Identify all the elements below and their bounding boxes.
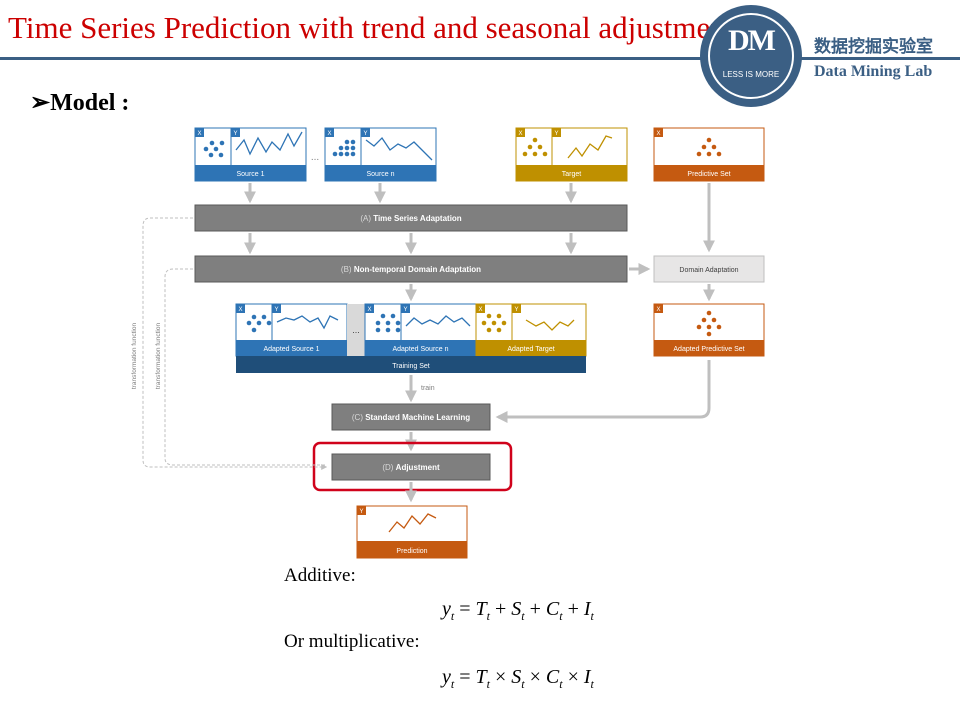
line-chart-icon [405, 315, 471, 327]
transformation-function-label-b: transformation function [155, 323, 162, 390]
transformation-loop-a [142, 217, 328, 470]
multiplicative-formula: yt = Tt × St × Ct × It [442, 666, 594, 691]
step-d-prefix: (D) [382, 463, 393, 472]
adapted-target-card: X Y Adapted Target [475, 303, 587, 357]
y-tag: Y [554, 131, 558, 137]
step-c-box: (C) Standard Machine Learning [331, 403, 491, 431]
step-d-box: (D) Adjustment [331, 453, 491, 481]
target-card: X Y Target [515, 127, 628, 182]
prediction-label: Prediction [396, 548, 427, 555]
lab-name-english: Data Mining Lab [814, 63, 933, 80]
adapted-predictive-set-card: X Adapted Predictive Set [653, 303, 765, 357]
sources-ellipsis: ... [311, 152, 319, 163]
adapted-sources-gap [347, 304, 365, 356]
adapted-predictive-set-label: Adapted Predictive Set [673, 346, 744, 353]
adapted-source-n-label: Adapted Source n [392, 346, 448, 353]
arrow-bullet-icon: ➢ [30, 90, 51, 116]
adapted-source-n-card: X Y Adapted Source n [364, 303, 477, 357]
prediction-card: Y Prediction [356, 505, 468, 559]
section-heading: ➢Model : [30, 88, 129, 117]
scatter-dots-icon [522, 137, 548, 157]
line-chart-icon [567, 135, 613, 159]
line-chart-icon [276, 315, 339, 330]
source-1-card: X Y Source 1 [194, 127, 307, 182]
svg-text:(A) Time Series Adaptati: (A) Time Series Adaptation [360, 214, 461, 223]
line-chart-icon [525, 319, 575, 331]
arrows-into-step-a [244, 183, 715, 253]
y-tag: Y [359, 509, 363, 515]
step-a-box: (A) Time Series Adaptation [194, 204, 628, 232]
additive-formula: yt = Tt + St + Ct + It [442, 598, 594, 623]
scatter-dots-icon [696, 310, 722, 337]
line-chart-icon [365, 136, 433, 161]
x-tag: X [197, 131, 201, 137]
y-tag: Y [274, 307, 278, 313]
multiplicative-label: Or multiplicative: [284, 631, 420, 652]
scatter-dots-icon [332, 139, 356, 157]
scatter-dots-icon [375, 313, 401, 333]
svg-text:(C) Standard Machine Lea: (C) Standard Machine Learning [352, 413, 470, 422]
adapted-source-1-label: Adapted Source 1 [263, 346, 319, 353]
transformation-loop-b [164, 268, 326, 466]
lab-name-chinese: 数据挖掘实验室 [814, 37, 933, 57]
scatter-dots-icon [696, 137, 722, 157]
scatter-dots-icon [481, 313, 507, 333]
x-tag: X [327, 131, 331, 137]
predictive-set-card: X Predictive Set [653, 127, 765, 182]
x-tag: X [238, 307, 242, 313]
step-a-prefix: (A) [360, 214, 371, 223]
source-1-label: Source 1 [236, 171, 264, 178]
section-label: Model : [50, 90, 130, 116]
x-tag: X [518, 131, 522, 137]
svg-text:(B) Non-temporal Domain: (B) Non-temporal Domain Adaptation [341, 265, 481, 274]
adapted-target-label: Adapted Target [507, 346, 554, 353]
domain-adaptation-label: Domain Adaptation [679, 267, 738, 274]
y-tag: Y [363, 131, 367, 137]
line-chart-icon [235, 131, 303, 156]
training-set-label: Training Set [392, 363, 430, 370]
adapted-sources-ellipsis: ... [352, 325, 360, 335]
scatter-dots-icon [203, 140, 225, 158]
arrow-predictive-to-step-c [495, 360, 711, 423]
step-c-label: Standard Machine Learning [365, 413, 470, 422]
scatter-dots-icon [246, 314, 272, 333]
additive-label: Additive: [284, 565, 356, 586]
domain-adaptation-box: Domain Adaptation [653, 255, 765, 283]
target-label: Target [562, 171, 582, 178]
x-tag: X [478, 307, 482, 313]
adapted-source-1-card: X Y Adapted Source 1 [235, 303, 348, 357]
y-tag: Y [403, 307, 407, 313]
transformation-function-label-a: transformation function [131, 323, 138, 390]
step-b-box: (B) Non-temporal Domain Adaptation [194, 255, 628, 283]
x-tag: X [656, 307, 660, 313]
step-b-prefix: (B) [341, 265, 352, 274]
predictive-set-label: Predictive Set [687, 171, 730, 178]
train-label: train [421, 385, 435, 392]
y-tag: Y [514, 307, 518, 313]
step-b-label: Non-temporal Domain Adaptation [354, 265, 481, 274]
source-n-label: Source n [366, 171, 394, 178]
logo-ring [708, 13, 794, 99]
slide-title: Time Series Prediction with trend and se… [8, 10, 735, 45]
svg-text:(D) Adjustment: (D) Adjustment [382, 463, 440, 472]
step-c-prefix: (C) [352, 413, 363, 422]
arrows-into-step-b [244, 233, 577, 255]
training-set-group: X Y Adapted Source 1 ... X Y [235, 303, 587, 373]
step-a-label: Time Series Adaptation [373, 214, 462, 223]
y-tag: Y [233, 131, 237, 137]
logo-motto: LESS IS MORE [722, 70, 780, 79]
x-tag: X [656, 131, 660, 137]
source-n-card: X Y Source n [324, 127, 437, 182]
step-d-label: Adjustment [396, 463, 440, 472]
x-tag: X [367, 307, 371, 313]
title-divider [0, 57, 960, 60]
line-chart-icon [388, 513, 437, 533]
logo-initials: DM [728, 24, 776, 57]
